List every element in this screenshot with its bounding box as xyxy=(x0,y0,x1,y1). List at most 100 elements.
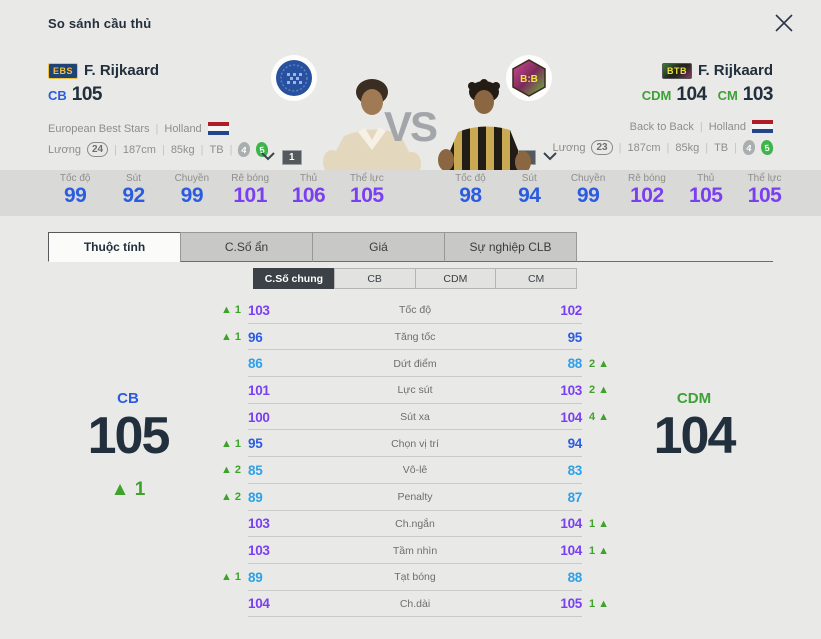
tab-thuoc-tinh[interactable]: Thuộc tính xyxy=(48,232,181,262)
left-player-selector: 1 xyxy=(261,148,302,166)
weak-foot-icon: 4 xyxy=(742,139,756,156)
stat-left-value: 100 xyxy=(248,409,270,425)
right-player-rating-2: 103 xyxy=(742,84,774,105)
right-salary-label: Lương xyxy=(552,141,586,154)
overview-stat-value: 105 xyxy=(350,184,384,207)
row-separator xyxy=(248,616,582,618)
postab-cb[interactable]: CB xyxy=(333,268,416,289)
overview-stats-bar: Tốc độ 99 Sút 92 Chuyền 99 Rê bóng 101 T… xyxy=(0,170,821,216)
overview-stat-label: Thể lực xyxy=(747,173,782,184)
right-player-photo xyxy=(426,78,538,170)
overview-stat-value: 102 xyxy=(630,184,664,207)
stat-row: ▲ 1 89 Tạt bóng 88 xyxy=(215,564,615,591)
left-player-position: CB xyxy=(48,88,67,103)
right-player-position-2: CM xyxy=(717,88,738,103)
right-player-name: F. Rijkaard xyxy=(697,62,773,79)
left-team-logo xyxy=(271,55,317,101)
overview-stat-value: 92 xyxy=(122,184,145,207)
weak-foot-icon: 4 xyxy=(237,141,252,158)
main-tabs: Thuộc tính C.Số ẩn Giá Sự nghiệp CLB xyxy=(48,232,773,262)
page-title: So sánh cầu thủ xyxy=(48,16,152,31)
netherlands-flag-icon xyxy=(207,122,229,135)
stat-left-value: 95 xyxy=(248,436,263,452)
overview-stat-value: 105 xyxy=(688,184,723,207)
overview-stat-label: Sút xyxy=(521,173,537,184)
row-separator xyxy=(248,509,582,511)
stat-right-value: 103 xyxy=(560,382,582,398)
stat-right-value: 88 xyxy=(567,356,583,372)
row-separator xyxy=(248,429,582,431)
stat-left-value: 104 xyxy=(248,596,270,612)
stat-right-value: 95 xyxy=(567,329,583,345)
right-player-team: Back to Back xyxy=(629,120,694,133)
overview-stat-value: 101 xyxy=(233,184,267,207)
chevron-down-icon[interactable] xyxy=(542,148,557,166)
stat-name: Tạt bóng xyxy=(394,571,436,584)
tab-c-so-an[interactable]: C.Số ẩn xyxy=(180,232,313,262)
postab-cdm[interactable]: CDM xyxy=(414,268,497,289)
netherlands-flag-icon xyxy=(752,120,773,133)
stat-right-value: 104 xyxy=(560,543,582,559)
stat-row: 104 Ch.dài 105 1 ▲ xyxy=(215,591,615,618)
row-separator xyxy=(248,589,582,591)
left-summary-delta: ▲ 1 xyxy=(110,479,146,500)
stat-left-value: 103 xyxy=(248,543,270,559)
stat-row: ▲ 2 85 Vô-lê 83 xyxy=(215,457,615,484)
right-salary-value: 23 xyxy=(591,140,613,155)
stat-left-value: 101 xyxy=(248,382,270,398)
tab-gia[interactable]: Giá xyxy=(312,232,445,262)
overview-stat: Chuyền 99 xyxy=(163,173,221,208)
stat-left-delta: ▲ 1 xyxy=(220,304,241,317)
stat-right-value: 94 xyxy=(567,436,583,452)
overview-left: Tốc độ 99 Sút 92 Chuyền 99 Rê bóng 101 T… xyxy=(46,173,396,208)
left-count-badge[interactable]: 1 xyxy=(282,149,302,165)
right-player-position: CDM xyxy=(641,88,672,103)
stat-left-delta: ▲ 1 xyxy=(220,437,241,450)
left-player-nation: Holland xyxy=(164,122,202,135)
stat-left-delta: ▲ 2 xyxy=(220,464,241,477)
row-separator xyxy=(248,322,582,324)
stat-name: Tốc độ xyxy=(398,304,432,317)
stat-row: ▲ 2 89 Penalty 87 xyxy=(215,484,615,511)
right-team-logo: B:B xyxy=(506,55,552,101)
stat-left-value: 89 xyxy=(248,489,263,505)
stat-left-value: 85 xyxy=(248,462,263,478)
row-separator xyxy=(248,456,582,458)
overview-stat-value: 94 xyxy=(518,184,541,207)
stat-right-delta: 1 ▲ xyxy=(589,597,610,610)
tab-su-nghiep-clb[interactable]: Sự nghiệp CLB xyxy=(444,232,577,262)
stat-name: Lực sút xyxy=(397,384,433,397)
stat-right-delta: 2 ▲ xyxy=(589,384,610,397)
left-player-height: 187cm xyxy=(122,143,156,156)
overview-stat-label: Thủ xyxy=(299,173,318,184)
overview-stat-label: Thủ xyxy=(697,173,715,184)
overview-stat: Sút 94 xyxy=(500,173,559,208)
left-player-foot: TB xyxy=(209,143,224,156)
row-separator xyxy=(248,402,582,404)
stat-right-delta: 1 ▲ xyxy=(589,544,610,557)
right-player-card: BTB F. Rijkaard CDM 104 CM 103 Back to B… xyxy=(493,62,774,156)
stat-row: 103 Ch.ngắn 104 1 ▲ xyxy=(215,511,615,538)
right-summary-position: CDM xyxy=(676,390,712,407)
left-summary: CB 105 ▲ 1 xyxy=(48,390,208,501)
overview-stat-label: Thể lực xyxy=(349,173,384,184)
stat-left-value: 103 xyxy=(248,516,270,532)
stat-row: 101 Lực sút 103 2 ▲ xyxy=(215,377,615,404)
stat-row: 100 Sút xa 104 4 ▲ xyxy=(215,404,615,431)
chevron-down-icon[interactable] xyxy=(261,148,275,166)
stat-right-delta: 4 ▲ xyxy=(589,411,610,424)
overview-stat-value: 99 xyxy=(63,184,87,207)
stat-left-delta: ▲ 1 xyxy=(220,571,241,584)
left-salary-label: Lương xyxy=(48,143,81,156)
stat-right-value: 87 xyxy=(567,489,583,505)
overview-stat-value: 99 xyxy=(180,184,204,207)
postab-cm[interactable]: CM xyxy=(495,268,577,289)
right-player-class-badge: BTB xyxy=(661,62,692,79)
stat-left-value: 103 xyxy=(248,302,270,318)
stat-name: Ch.dài xyxy=(399,597,431,610)
close-icon[interactable] xyxy=(769,8,799,38)
postab-c-so-chung[interactable]: C.Số chung xyxy=(253,268,335,289)
vs-label: VS xyxy=(384,103,438,150)
overview-stat: Thủ 105 xyxy=(676,173,735,208)
stat-row: ▲ 1 103 Tốc độ 102 xyxy=(215,297,615,324)
